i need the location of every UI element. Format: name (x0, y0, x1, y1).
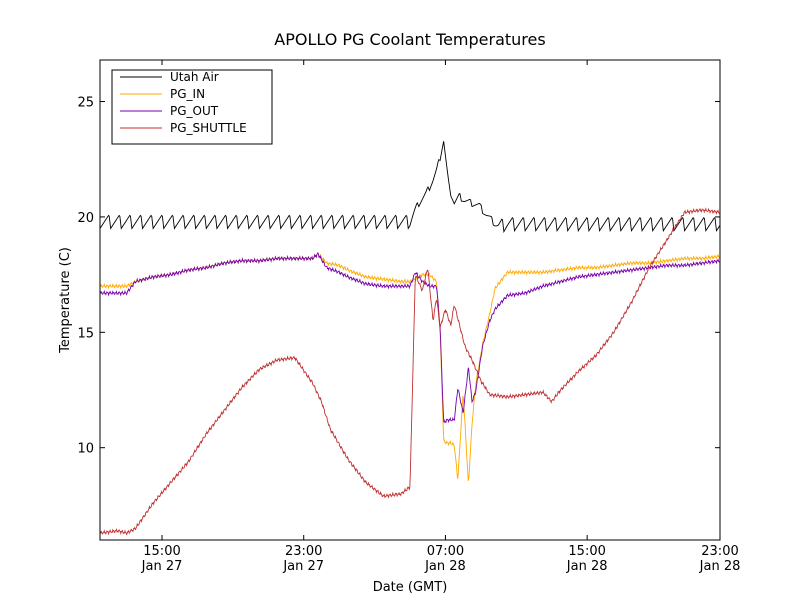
x-tick-label-time: 15:00 (143, 544, 180, 559)
y-tick-label: 25 (77, 96, 94, 111)
y-tick-label: 15 (77, 326, 94, 341)
legend-label-pg-out: PG_OUT (170, 104, 219, 118)
x-tick-label-time: 15:00 (568, 544, 605, 559)
legend: Utah Air PG_IN PG_OUT PG_SHUTTLE (111, 69, 273, 145)
x-tick-label-date: Jan 27 (141, 559, 183, 574)
series-line-pg-shuttle (100, 207, 720, 536)
x-tick-label-date: Jan 28 (699, 559, 741, 574)
legend-label-pg-in: PG_IN (170, 87, 205, 101)
y-tick-label: 10 (77, 442, 94, 457)
x-tick-label-date: Jan 28 (566, 559, 608, 574)
x-tick-label-date: Jan 28 (424, 559, 466, 574)
x-tick-label-time: 23:00 (701, 544, 738, 559)
y-tick-label: 20 (77, 211, 94, 226)
series-line-utah-air (100, 141, 720, 234)
legend-label-utah-air: Utah Air (170, 70, 219, 84)
y-axis-label: Temperature (C) (58, 247, 73, 354)
x-axis-label: Date (GMT) (373, 580, 448, 595)
legend-box (111, 69, 273, 145)
chart-title: APOLLO PG Coolant Temperatures (274, 30, 545, 49)
series-line-pg-out (100, 252, 720, 424)
x-tick-label-time: 07:00 (427, 544, 464, 559)
plot-area-frame (99, 59, 721, 541)
legend-label-pg-shuttle: PG_SHUTTLE (170, 121, 247, 135)
x-tick-label-time: 23:00 (285, 544, 322, 559)
x-tick-label-date: Jan 27 (282, 559, 324, 574)
